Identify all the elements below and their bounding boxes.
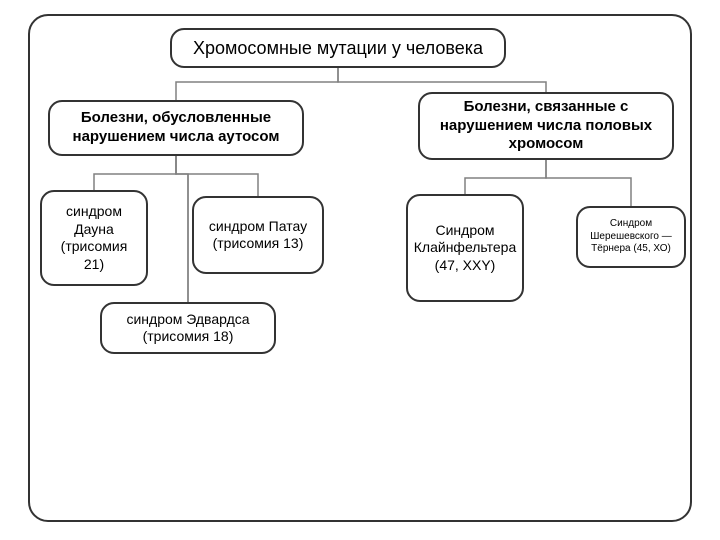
- node-label: Синдром Шерешевского — Тёрнера (45, ХО): [586, 218, 676, 256]
- node-label: синдром Патау (трисомия 13): [202, 218, 314, 253]
- node-label: Болезни, связанные с нарушением числа по…: [428, 98, 664, 154]
- node-label: Хромосомные мутации у человека: [193, 37, 483, 60]
- node-klinef: Синдром Клайнфельтера (47, XXY): [406, 194, 524, 302]
- node-label: синдром Дауна (трисомия 21): [50, 203, 138, 273]
- node-edwards: синдром Эдвардса (трисомия 18): [100, 302, 276, 354]
- node-turner: Синдром Шерешевского — Тёрнера (45, ХО): [576, 206, 686, 268]
- node-dauna: синдром Дауна (трисомия 21): [40, 190, 148, 286]
- node-label: Болезни, обусловленные нарушением числа …: [58, 109, 294, 147]
- node-root: Хромосомные мутации у человека: [170, 28, 506, 68]
- node-patau: синдром Патау (трисомия 13): [192, 196, 324, 274]
- node-label: синдром Эдвардса (трисомия 18): [110, 311, 266, 346]
- node-right: Болезни, связанные с нарушением числа по…: [418, 92, 674, 160]
- node-left: Болезни, обусловленные нарушением числа …: [48, 100, 304, 156]
- node-label: Синдром Клайнфельтера (47, XXY): [414, 222, 516, 275]
